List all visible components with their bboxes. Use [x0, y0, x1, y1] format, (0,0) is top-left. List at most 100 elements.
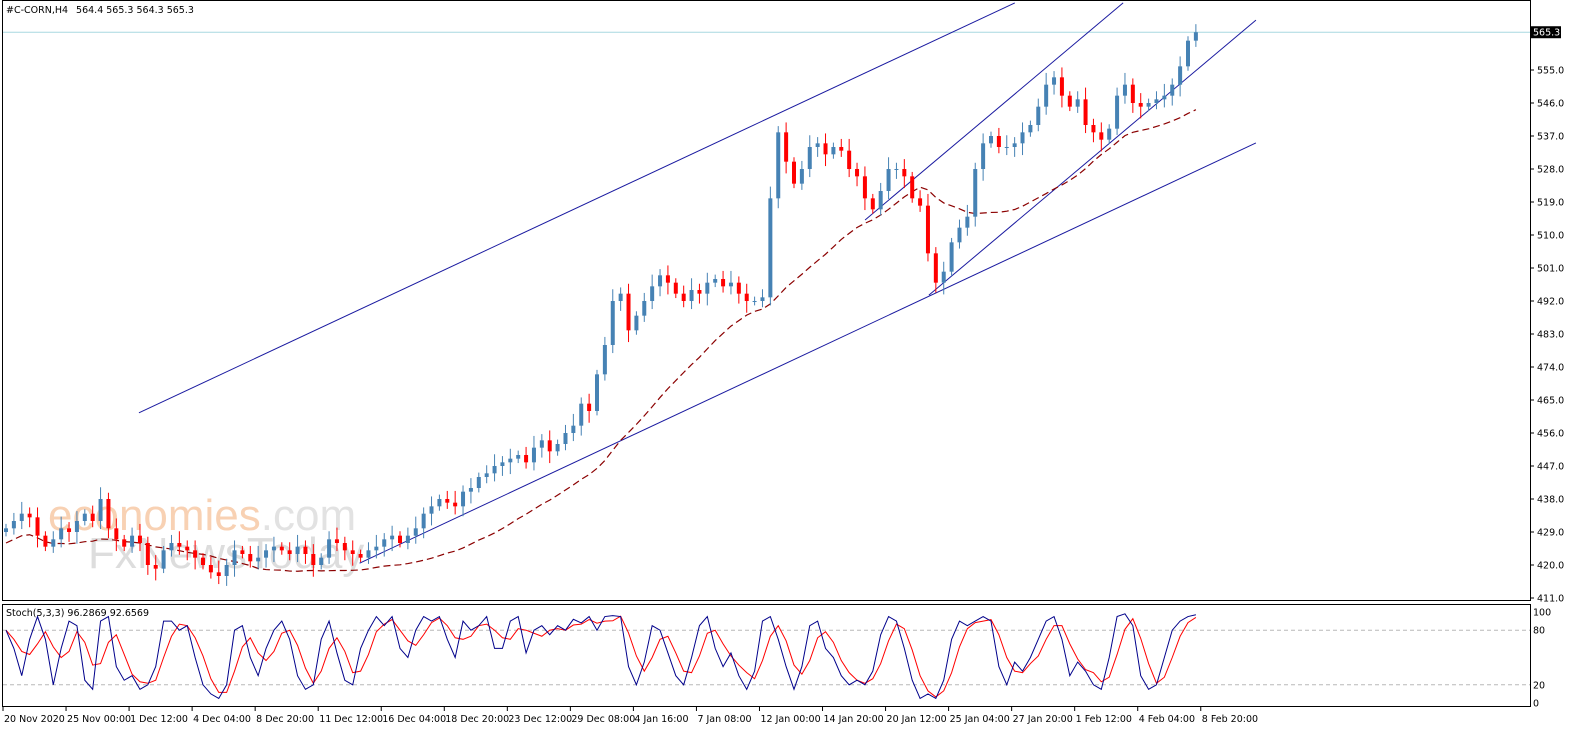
y-tick-label: 537.0 — [1537, 132, 1564, 143]
candle-body — [989, 136, 993, 144]
candle-body — [847, 150, 852, 169]
candle — [350, 540, 355, 566]
candle-body — [689, 290, 694, 301]
candle — [11, 512, 16, 535]
candle — [201, 553, 205, 570]
candle-body — [902, 169, 907, 177]
y-tick-label: 519.0 — [1537, 198, 1564, 209]
y-tick-label: 438.0 — [1537, 495, 1564, 506]
candle — [271, 536, 276, 563]
x-tick-label: 11 Dec 12:00 — [319, 714, 383, 725]
candle-body — [224, 565, 229, 576]
candle — [405, 527, 410, 550]
candle — [602, 336, 607, 381]
candle — [721, 270, 726, 293]
x-tick-label: 27 Jan 20:00 — [1013, 714, 1073, 725]
candle-body — [492, 466, 497, 474]
candle — [311, 544, 316, 577]
candle-body — [67, 528, 72, 532]
candle-body — [886, 169, 891, 191]
candle-body — [587, 403, 592, 411]
stoch-signal-line — [5, 615, 1197, 698]
candle — [776, 126, 781, 209]
candle-body — [626, 293, 631, 331]
candle — [689, 278, 694, 310]
candle-body — [240, 550, 245, 554]
candle-body — [208, 565, 213, 573]
candle — [232, 540, 237, 577]
candle-body — [90, 513, 95, 521]
candle — [319, 553, 324, 570]
candle-body — [681, 293, 686, 301]
candle — [784, 122, 789, 174]
candle-body — [484, 473, 489, 477]
candle-body — [114, 528, 119, 540]
candle — [799, 160, 804, 190]
candle-body — [193, 550, 198, 558]
candle — [555, 439, 560, 456]
candle-body — [784, 132, 789, 162]
candle — [264, 544, 269, 568]
candle — [1099, 122, 1104, 152]
candle-body — [595, 374, 599, 411]
candle-body — [342, 543, 347, 551]
candle — [98, 487, 103, 530]
candle — [35, 507, 40, 548]
candle — [1115, 87, 1120, 135]
candle — [642, 292, 647, 322]
candle — [82, 509, 87, 526]
candle — [153, 555, 158, 581]
candle-body — [1012, 143, 1017, 147]
candle — [295, 534, 300, 563]
candle-body — [1091, 125, 1096, 133]
candle-body — [374, 546, 379, 551]
candle — [1193, 24, 1198, 47]
candle — [421, 507, 426, 539]
candle-body — [1122, 84, 1127, 96]
candle — [862, 166, 867, 211]
candle — [334, 527, 339, 552]
candle — [1036, 98, 1041, 132]
current-price-badge — [1531, 26, 1561, 39]
candle-body — [1193, 32, 1198, 41]
candle — [902, 159, 907, 189]
candle-body — [461, 491, 466, 507]
candle — [626, 283, 631, 343]
candle — [831, 142, 836, 159]
candle-body — [327, 539, 332, 558]
candle — [1059, 67, 1064, 108]
x-tick-label: 18 Dec 20:00 — [445, 714, 509, 725]
candle-body — [303, 546, 308, 554]
y-tick-label: 420.0 — [1537, 561, 1564, 572]
candle — [492, 454, 497, 482]
candle-body — [697, 290, 702, 294]
candle-body — [500, 462, 505, 466]
candle — [114, 518, 119, 552]
trendline — [359, 142, 1257, 564]
y-tick-label: 447.0 — [1537, 462, 1564, 473]
candle-body — [571, 425, 576, 433]
candle-body — [177, 543, 182, 547]
candle — [1004, 135, 1009, 156]
candle-body — [51, 539, 56, 547]
candle — [240, 545, 245, 559]
candle — [1067, 91, 1072, 112]
candle — [1122, 72, 1127, 104]
x-tick-label: 8 Feb 20:00 — [1202, 714, 1258, 725]
stoch-y-tick-label: 80 — [1533, 626, 1545, 637]
candle — [59, 516, 64, 548]
stoch-y-tick-label: 20 — [1533, 680, 1545, 691]
candle-body — [815, 143, 820, 147]
candle — [1044, 72, 1049, 115]
candle-body — [248, 554, 253, 562]
y-tick-label: 456.0 — [1537, 429, 1564, 440]
candle — [382, 533, 387, 557]
candle — [941, 261, 946, 295]
candle — [539, 434, 544, 458]
candle — [476, 472, 481, 493]
x-tick-label: 25 Jan 04:00 — [950, 714, 1010, 725]
candle — [973, 162, 978, 227]
candle-body — [713, 279, 718, 283]
y-tick-label: 546.0 — [1537, 99, 1564, 110]
